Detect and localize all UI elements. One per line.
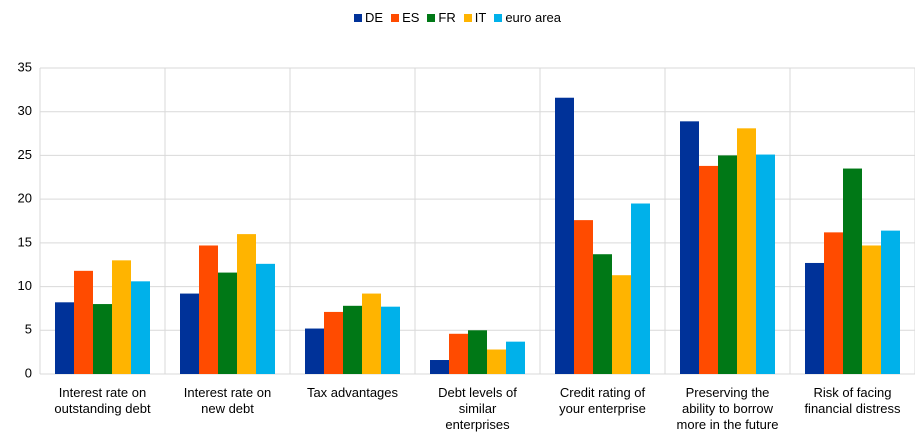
y-tick-label: 5 (25, 322, 32, 337)
bar (112, 260, 131, 374)
bar (737, 128, 756, 374)
bar (324, 311, 343, 374)
bar (612, 275, 631, 374)
bar (430, 360, 449, 374)
bar (699, 165, 718, 374)
y-tick-label: 20 (18, 191, 32, 206)
legend-label: FR (438, 10, 456, 25)
x-tick-label: Risk of facing financial distress (804, 385, 901, 416)
legend-label: euro area (505, 10, 561, 25)
bar (593, 254, 612, 374)
legend-item: IT (463, 10, 487, 25)
bar (93, 304, 112, 374)
bar (256, 263, 275, 374)
legend: DE ES FR IT euro area (0, 10, 915, 25)
legend-item: euro area (494, 10, 561, 25)
legend-label: ES (402, 10, 420, 25)
bar (824, 232, 843, 374)
bar (131, 281, 150, 374)
legend-item: ES (391, 10, 419, 25)
y-tick-label: 35 (18, 59, 32, 74)
bar (680, 121, 699, 375)
bar (449, 333, 468, 374)
legend-label: DE (365, 10, 384, 25)
x-tick-label: Preserving the ability to borrow more in… (676, 385, 779, 432)
x-tick-label: Credit rating of your enterprise (559, 385, 646, 416)
bar (487, 349, 506, 374)
bar (756, 154, 775, 374)
bar (843, 168, 862, 374)
y-tick-label: 15 (18, 234, 32, 249)
bar (237, 234, 256, 374)
bar (381, 306, 400, 374)
x-tick-label: Tax advantages (306, 385, 399, 400)
legend-swatch (427, 13, 436, 22)
bar (362, 293, 381, 374)
y-tick-label: 0 (25, 365, 32, 380)
bar (468, 330, 487, 374)
bar (180, 293, 199, 374)
y-tick-label: 10 (18, 278, 32, 293)
bar (555, 97, 574, 375)
bar (805, 262, 824, 374)
y-tick-label: 30 (18, 103, 32, 118)
legend-swatch (354, 13, 363, 22)
legend-swatch (494, 13, 503, 22)
bar (862, 245, 881, 374)
legend-item: FR (427, 10, 456, 25)
legend-label: IT (474, 10, 487, 25)
x-tick-label: Debt levels of similar enterprises (438, 385, 517, 432)
legend-swatch (463, 13, 472, 22)
legend-item: DE (354, 10, 383, 25)
bar (881, 230, 900, 374)
bar (55, 302, 74, 374)
bar (199, 245, 218, 374)
bar (718, 155, 737, 374)
bar (218, 272, 237, 374)
legend-swatch (391, 13, 400, 22)
bar (506, 341, 525, 374)
x-tick-label: Interest rate on new debt (183, 385, 272, 416)
bar (631, 203, 650, 374)
bar (574, 220, 593, 374)
bar (305, 328, 324, 374)
bar (343, 305, 362, 374)
y-tick-label: 25 (18, 147, 32, 162)
bar (74, 270, 93, 374)
x-tick-label: Interest rate on outstanding debt (54, 385, 151, 416)
